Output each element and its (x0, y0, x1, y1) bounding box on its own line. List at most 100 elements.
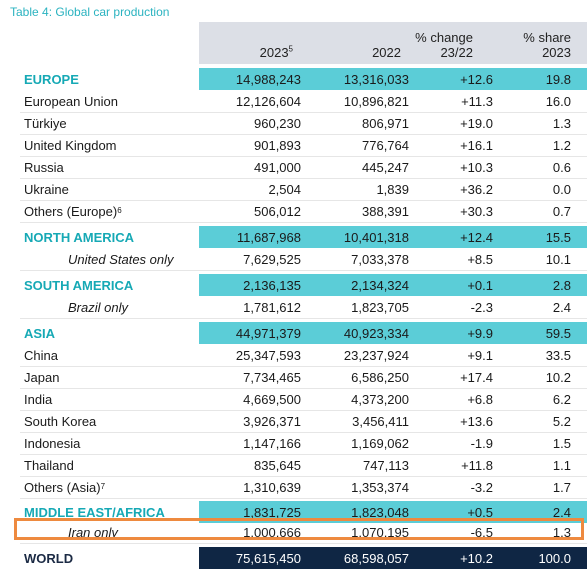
table-row: China 25,347,593 23,237,924 +9.1 33.5 (20, 344, 587, 366)
row-label: India (24, 391, 53, 407)
region-row: MIDDLE EAST/AFRICA 1,831,725 1,823,048 +0.5… (20, 501, 587, 523)
region-row: ASIA 44,971,379 40,923,334 +9.9 59.5 (20, 322, 587, 344)
header-change-line2: 23/22 (440, 45, 473, 60)
value-share: 19.8 (503, 68, 587, 90)
value-2023: 44,971,379 (199, 322, 307, 344)
value-2023: 75,615,450 (199, 547, 307, 569)
value-share: 2.8 (503, 274, 587, 296)
row-divider (20, 543, 587, 544)
region-row: NORTH AMERICA 11,687,968 10,401,318 +12.4 15… (20, 226, 587, 248)
row-label: Türkiye (24, 115, 67, 131)
table-row: Others (Asia) 7 1,310,639 1,353,374 -3.2 1.7 (20, 476, 587, 498)
value-2022: 806,971 (362, 115, 409, 131)
value-change: +0.1 (415, 274, 503, 296)
value-change: -3.2 (470, 479, 493, 495)
value-2023: 25,347,593 (235, 347, 301, 363)
row-divider (20, 366, 587, 367)
value-share: 0.0 (552, 181, 571, 197)
value-change: +6.8 (467, 391, 493, 407)
header-share-line2: 2023 (542, 45, 571, 60)
value-2022: 1,839 (376, 181, 409, 197)
row-divider (20, 318, 587, 319)
value-change: +19.0 (460, 115, 493, 131)
table-row: United States only 7,629,525 7,033,378 +8.5… (20, 248, 587, 270)
value-share: 0.7 (552, 203, 571, 219)
value-2022: 1,169,062 (351, 435, 409, 451)
table-row: India 4,669,500 4,373,200 +6.8 6.2 (20, 388, 587, 410)
table-row: Türkiye 960,230 806,971 +19.0 1.3 (20, 112, 587, 134)
row-label: EUROPE (24, 71, 79, 87)
value-2022: 1,070,195 (351, 524, 409, 540)
value-2022: 1,353,374 (351, 479, 409, 495)
value-share: 0.6 (552, 159, 571, 175)
row-divider (20, 222, 587, 223)
value-share: 1.1 (552, 457, 571, 473)
table-row: Russia 491,000 445,247 +10.3 0.6 (20, 156, 587, 178)
row-label: Japan (24, 369, 60, 385)
value-2023: 1,781,612 (243, 299, 301, 315)
value-2022: 68,598,057 (307, 547, 415, 569)
value-share: 1.3 (552, 524, 571, 540)
row-divider (20, 134, 587, 135)
value-change: -6.5 (470, 524, 493, 540)
value-change: +11.8 (461, 457, 493, 473)
value-2023: 1,831,725 (199, 501, 307, 523)
table-row: Japan 7,734,465 6,586,250 +17.4 10.2 (20, 366, 587, 388)
value-share: 15.5 (503, 226, 587, 248)
value-share: 16.0 (545, 93, 571, 109)
value-share: 1.7 (552, 479, 571, 495)
value-2023: 2,136,135 (199, 274, 307, 296)
row-label: Others (Asia) 7 (24, 479, 106, 495)
table-row: Indonesia 1,147,166 1,169,062 -1.9 1.5 (20, 432, 587, 454)
value-change: +13.6 (460, 413, 493, 429)
value-2022: 10,896,821 (343, 93, 409, 109)
value-change: +16.1 (460, 137, 493, 153)
header-share-line1: % share (523, 30, 571, 45)
value-2023: 14,988,243 (199, 68, 307, 90)
row-label: ASIA (24, 325, 56, 341)
header-change-line1: % change (415, 30, 473, 45)
value-2023: 491,000 (254, 159, 301, 175)
table-row: Others (Europe) 6 506,012 388,391 +30.3 0.7 (20, 200, 587, 222)
value-change: -2.3 (470, 299, 493, 315)
value-share: 1.3 (552, 115, 571, 131)
row-label: SOUTH AMERICA (24, 277, 134, 293)
row-label: Brazil only (68, 299, 128, 315)
value-2022: 776,764 (362, 137, 409, 153)
row-divider (20, 476, 587, 477)
value-2023: 1,147,166 (243, 435, 301, 451)
row-label: NORTH AMERICA (24, 229, 135, 245)
table-row: Brazil only 1,781,612 1,823,705 -2.3 2.4 (20, 296, 587, 318)
value-2023: 2,504 (268, 181, 301, 197)
value-share: 1.2 (552, 137, 571, 153)
value-share: 1.5 (552, 435, 571, 451)
row-divider (20, 432, 587, 433)
row-label: South Korea (24, 413, 97, 429)
row-label: Thailand (24, 457, 74, 473)
value-2022: 1,823,048 (307, 501, 415, 523)
value-2023: 1,000,666 (243, 524, 301, 540)
value-share: 10.1 (545, 251, 571, 267)
value-share: 10.2 (545, 369, 571, 385)
value-2023: 901,893 (254, 137, 301, 153)
header-2023: 20235 (259, 44, 293, 60)
value-2023: 7,734,465 (243, 369, 301, 385)
value-change: -1.9 (470, 435, 493, 451)
value-2022: 388,391 (362, 203, 409, 219)
value-share: 2.4 (552, 299, 571, 315)
value-change: +12.4 (415, 226, 503, 248)
total-row: WORLD 75,615,450 68,598,057 +10.2 100.0 (20, 547, 587, 569)
highlight-box (14, 518, 584, 540)
value-2023: 11,687,968 (199, 226, 307, 248)
value-2022: 1,823,705 (351, 299, 409, 315)
table-row: Ukraine 2,504 1,839 +36.2 0.0 (20, 178, 587, 200)
table-title: Table 4: Global car production (10, 5, 170, 19)
value-2023: 960,230 (254, 115, 301, 131)
table-row: South Korea 3,926,371 3,456,411 +13.6 5.2 (20, 410, 587, 432)
row-divider (20, 388, 587, 389)
value-share: 100.0 (503, 547, 587, 569)
value-change: +36.2 (460, 181, 493, 197)
row-label: United States only (68, 251, 174, 267)
header-background (199, 22, 587, 64)
value-2023: 7,629,525 (243, 251, 301, 267)
